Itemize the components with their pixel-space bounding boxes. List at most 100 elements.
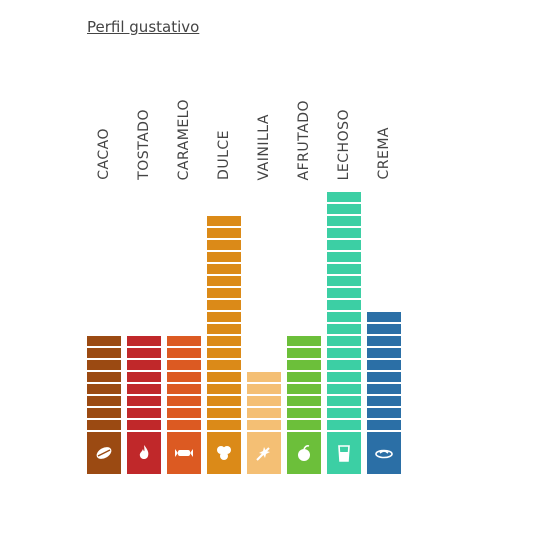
level-segment [207, 216, 241, 226]
level-segment [247, 420, 281, 430]
level-segment [207, 408, 241, 418]
flavor-label: DULCE [216, 130, 232, 180]
level-segment [327, 252, 361, 262]
level-segment [367, 348, 401, 358]
flavor-label: CARAMELO [176, 98, 192, 180]
level-segment [327, 276, 361, 286]
flavor-column-crema: CREMA [367, 0, 401, 533]
level-segment [327, 216, 361, 226]
level-segment [87, 384, 121, 394]
flavor-label: AFRUTADO [296, 99, 312, 180]
level-segment [367, 312, 401, 322]
level-segment [87, 396, 121, 406]
level-segment [207, 336, 241, 346]
level-segment [207, 276, 241, 286]
level-segment [167, 420, 201, 430]
vanilla-icon [247, 432, 281, 474]
level-segment [287, 348, 321, 358]
level-segment [87, 360, 121, 370]
level-segment [327, 324, 361, 334]
flavor-label: VAINILLA [256, 113, 272, 181]
level-segment [327, 396, 361, 406]
level-segment [367, 396, 401, 406]
level-segment [327, 192, 361, 202]
level-segment [367, 360, 401, 370]
level-segment [127, 396, 161, 406]
level-segment [207, 420, 241, 430]
flavor-column-lechoso: LECHOSO [327, 0, 361, 533]
flavor-column-dulce: DULCE [207, 0, 241, 533]
flavor-column-cacao: CACAO [87, 0, 121, 533]
level-segment [367, 372, 401, 382]
level-segment [327, 336, 361, 346]
level-segment [167, 372, 201, 382]
level-segment [87, 372, 121, 382]
milk-glass-icon [327, 432, 361, 474]
level-segment [167, 360, 201, 370]
level-segment [207, 396, 241, 406]
level-segment [87, 336, 121, 346]
flavor-label: CACAO [96, 128, 112, 180]
level-segment [247, 372, 281, 382]
level-segment [207, 348, 241, 358]
level-segment [287, 372, 321, 382]
level-segment [327, 204, 361, 214]
flavor-column-tostado: TOSTADO [127, 0, 161, 533]
level-segment [327, 228, 361, 238]
flavor-label: TOSTADO [136, 109, 152, 180]
level-segment [207, 360, 241, 370]
level-segment [287, 420, 321, 430]
level-segment [207, 240, 241, 250]
level-segment [127, 360, 161, 370]
level-segment [327, 240, 361, 250]
flame-icon [127, 432, 161, 474]
level-segment [367, 420, 401, 430]
level-segment [127, 420, 161, 430]
level-segment [87, 408, 121, 418]
level-segment [167, 336, 201, 346]
level-segment [327, 288, 361, 298]
level-segment [367, 384, 401, 394]
level-segment [167, 384, 201, 394]
level-segment [367, 324, 401, 334]
apple-icon [287, 432, 321, 474]
level-segment [127, 384, 161, 394]
level-segment [367, 408, 401, 418]
level-segment [327, 360, 361, 370]
level-segment [87, 420, 121, 430]
caramel-icon [167, 432, 201, 474]
flavor-label: LECHOSO [336, 108, 352, 180]
level-segment [127, 372, 161, 382]
level-segment [327, 420, 361, 430]
level-segment [287, 384, 321, 394]
level-segment [327, 264, 361, 274]
level-segment [207, 264, 241, 274]
level-segment [247, 396, 281, 406]
level-segment [327, 384, 361, 394]
level-segment [207, 288, 241, 298]
level-segment [327, 348, 361, 358]
level-segment [327, 408, 361, 418]
level-segment [207, 312, 241, 322]
level-segment [87, 348, 121, 358]
level-segment [287, 408, 321, 418]
level-segment [247, 408, 281, 418]
level-segment [287, 336, 321, 346]
level-segment [207, 372, 241, 382]
cocoa-bean-icon [87, 432, 121, 474]
level-segment [127, 408, 161, 418]
profile-title[interactable]: Perfil gustativo [87, 18, 200, 36]
level-segment [167, 396, 201, 406]
flavor-label: CREMA [376, 127, 392, 180]
sugar-icon [207, 432, 241, 474]
level-segment [287, 360, 321, 370]
level-segment [167, 348, 201, 358]
flavor-column-afrutado: AFRUTADO [287, 0, 321, 533]
level-segment [167, 408, 201, 418]
level-segment [207, 384, 241, 394]
level-segment [367, 336, 401, 346]
level-segment [327, 312, 361, 322]
flavor-column-caramelo: CARAMELO [167, 0, 201, 533]
level-segment [127, 336, 161, 346]
level-segment [327, 372, 361, 382]
